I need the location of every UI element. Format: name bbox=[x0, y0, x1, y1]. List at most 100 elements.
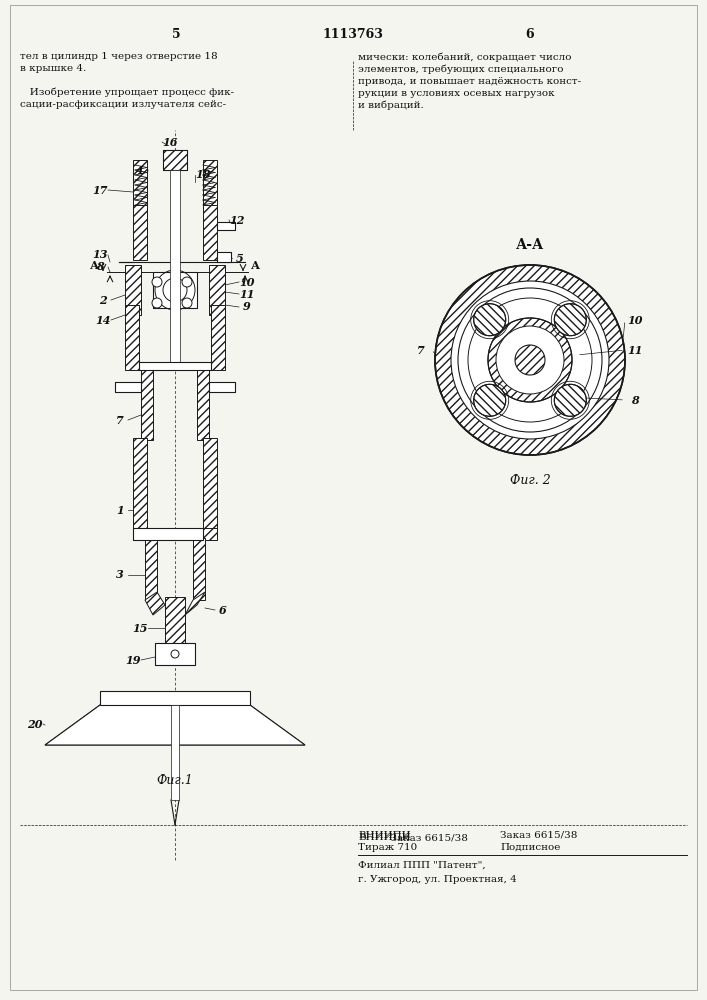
Bar bbox=[217, 222, 235, 230]
Bar bbox=[133, 205, 147, 260]
Bar bbox=[139, 362, 149, 366]
Text: 8: 8 bbox=[96, 261, 104, 272]
Text: 10: 10 bbox=[627, 314, 643, 326]
Bar bbox=[133, 528, 203, 540]
Text: Подписное: Подписное bbox=[500, 842, 561, 852]
Bar bbox=[125, 305, 139, 370]
Bar bbox=[217, 222, 235, 230]
Bar bbox=[163, 150, 187, 170]
Text: Заказ 6615/38: Заказ 6615/38 bbox=[358, 834, 468, 842]
Circle shape bbox=[171, 650, 179, 658]
Text: А: А bbox=[251, 260, 260, 271]
Text: 14: 14 bbox=[95, 314, 111, 326]
Bar bbox=[165, 597, 185, 645]
Circle shape bbox=[515, 345, 545, 375]
Bar bbox=[125, 265, 141, 315]
Text: 5: 5 bbox=[172, 28, 180, 41]
Circle shape bbox=[458, 288, 602, 432]
Bar bbox=[203, 205, 217, 260]
Circle shape bbox=[554, 304, 586, 336]
Bar bbox=[100, 691, 250, 705]
Text: 16: 16 bbox=[162, 136, 177, 147]
Bar bbox=[203, 528, 217, 540]
Circle shape bbox=[496, 326, 564, 394]
Circle shape bbox=[182, 277, 192, 287]
Circle shape bbox=[163, 278, 187, 302]
Circle shape bbox=[435, 265, 625, 455]
Text: Фиг.1: Фиг.1 bbox=[157, 774, 194, 786]
Bar bbox=[209, 382, 235, 392]
Bar bbox=[185, 643, 195, 665]
Text: А: А bbox=[90, 260, 99, 271]
Text: 19: 19 bbox=[125, 654, 141, 666]
Text: Филиал ППП "Патент",: Филиал ППП "Патент", bbox=[358, 860, 486, 869]
Bar bbox=[155, 643, 165, 665]
Circle shape bbox=[182, 298, 192, 308]
Text: мически: колебаний, сокращает число
элементов, требующих специального
привода, и: мически: колебаний, сокращает число элем… bbox=[358, 52, 581, 110]
Text: тел в цилиндр 1 через отверстие 18
в крышке 4.

   Изобретение упрощает процесс : тел в цилиндр 1 через отверстие 18 в кры… bbox=[20, 52, 234, 109]
Text: 13: 13 bbox=[92, 249, 107, 260]
Text: 17: 17 bbox=[92, 184, 107, 196]
Polygon shape bbox=[45, 705, 305, 745]
Bar bbox=[133, 438, 147, 530]
Text: 9: 9 bbox=[243, 302, 251, 312]
Text: Фиг. 2: Фиг. 2 bbox=[510, 474, 550, 487]
Text: 1113763: 1113763 bbox=[322, 28, 383, 41]
Bar bbox=[133, 528, 147, 540]
Bar bbox=[209, 265, 225, 315]
Text: 12: 12 bbox=[229, 215, 245, 226]
Circle shape bbox=[554, 384, 586, 416]
Bar bbox=[133, 160, 147, 210]
Bar bbox=[197, 370, 209, 440]
Bar bbox=[201, 362, 211, 366]
Text: 8: 8 bbox=[631, 394, 639, 406]
Polygon shape bbox=[45, 705, 305, 745]
Circle shape bbox=[152, 277, 162, 287]
Bar bbox=[115, 382, 141, 392]
Bar bbox=[145, 538, 157, 600]
Text: 1: 1 bbox=[116, 504, 124, 516]
Text: Тираж 710: Тираж 710 bbox=[358, 842, 417, 852]
Text: ВНИИПИ: ВНИИПИ bbox=[358, 830, 411, 840]
Bar bbox=[187, 272, 197, 308]
Circle shape bbox=[152, 298, 162, 308]
Text: 18: 18 bbox=[195, 169, 211, 180]
Polygon shape bbox=[145, 592, 165, 615]
Bar bbox=[203, 438, 217, 530]
Text: 7: 7 bbox=[116, 414, 124, 426]
Bar bbox=[209, 382, 235, 392]
Polygon shape bbox=[185, 592, 205, 615]
Text: 7: 7 bbox=[417, 344, 425, 356]
Bar bbox=[217, 252, 231, 262]
Bar bbox=[171, 705, 179, 800]
Bar bbox=[170, 170, 180, 370]
Bar bbox=[203, 160, 217, 210]
Text: ВНИИПИ: ВНИИПИ bbox=[358, 834, 411, 842]
Text: 11: 11 bbox=[627, 344, 643, 356]
Text: 4: 4 bbox=[136, 164, 144, 176]
Text: 2: 2 bbox=[99, 294, 107, 306]
Text: 6: 6 bbox=[219, 604, 227, 615]
Text: 3: 3 bbox=[116, 570, 124, 580]
Text: А-А: А-А bbox=[516, 238, 544, 252]
Bar bbox=[141, 370, 153, 440]
Bar bbox=[115, 382, 141, 392]
Circle shape bbox=[488, 318, 572, 402]
Bar bbox=[153, 272, 163, 308]
Circle shape bbox=[451, 281, 609, 439]
Text: г. Ужгород, ул. Проектная, 4: г. Ужгород, ул. Проектная, 4 bbox=[358, 876, 517, 884]
Bar bbox=[211, 305, 225, 370]
Text: 6: 6 bbox=[526, 28, 534, 41]
Text: 15: 15 bbox=[132, 622, 148, 634]
Bar bbox=[217, 252, 231, 262]
Circle shape bbox=[474, 304, 506, 336]
Bar bbox=[153, 272, 197, 308]
Bar bbox=[139, 362, 211, 370]
Text: Заказ 6615/38: Заказ 6615/38 bbox=[500, 830, 578, 840]
Text: 5: 5 bbox=[236, 252, 244, 263]
Bar bbox=[163, 150, 187, 170]
Text: 20: 20 bbox=[28, 718, 42, 730]
Text: 10: 10 bbox=[239, 276, 255, 288]
Bar bbox=[155, 643, 195, 665]
Text: 11: 11 bbox=[239, 288, 255, 300]
